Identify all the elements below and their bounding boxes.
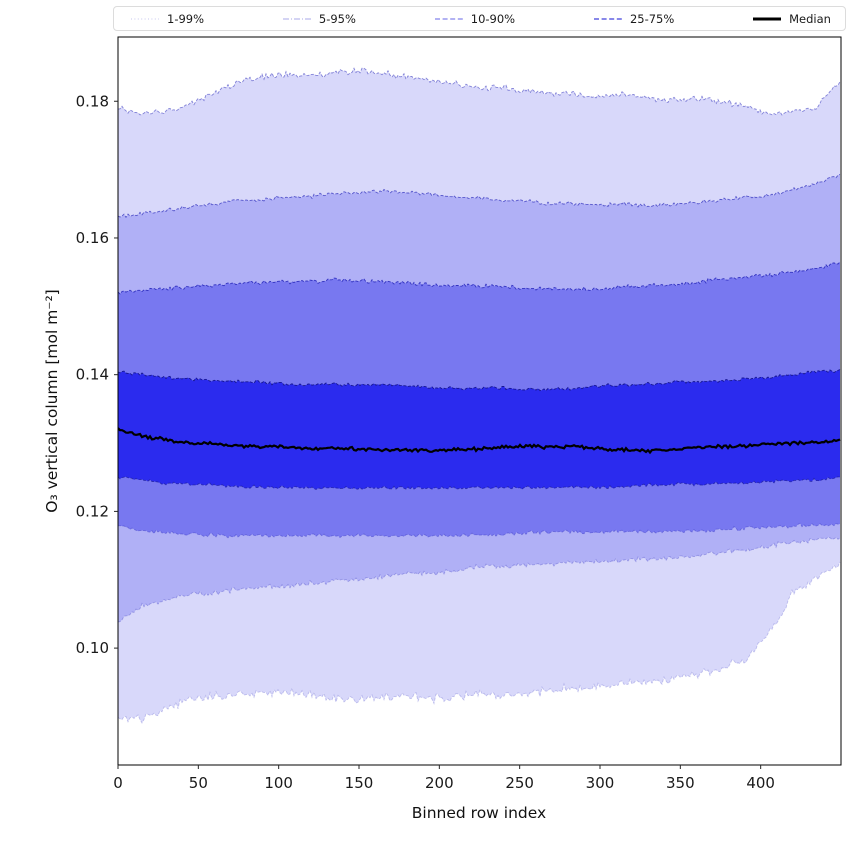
x-tick-label: 400 xyxy=(746,774,775,792)
y-tick-label: 0.16 xyxy=(76,229,109,247)
legend: 1-99% 5-95% 10-90% 25-75% Median xyxy=(113,6,846,31)
legend-entry-10-90%: 10-90% xyxy=(434,12,515,26)
bands-group xyxy=(118,67,841,724)
percentile-line-p75 xyxy=(118,369,841,392)
legend-line-sample xyxy=(282,17,311,20)
x-tick-label: 100 xyxy=(264,774,293,792)
band-25-75%-fill xyxy=(118,369,840,490)
percentile-line-p5 xyxy=(118,536,841,623)
legend-label: 5-95% xyxy=(318,11,356,26)
x-tick-label: 0 xyxy=(113,774,123,792)
x-tick-label: 150 xyxy=(345,774,374,792)
legend-entry-median: Median xyxy=(752,12,831,26)
x-tick-label: 350 xyxy=(666,774,695,792)
x-tick-label: 250 xyxy=(505,774,534,792)
legend-line-sample xyxy=(131,17,159,20)
percentile-line-p25 xyxy=(118,476,841,491)
y-tick-label: 0.14 xyxy=(76,366,109,384)
percentile-line-p10 xyxy=(118,522,841,539)
x-tick-label: 200 xyxy=(425,774,454,792)
percentile-line-p1 xyxy=(118,561,841,724)
legend-label: 1-99% xyxy=(167,11,205,26)
x-tick-label: 300 xyxy=(586,774,615,792)
y-axis-label: O₃ vertical column [mol m⁻²] xyxy=(43,289,61,512)
legend-entry-1-99%: 1-99% xyxy=(130,12,204,26)
legend-label: Median xyxy=(789,11,831,26)
y-tick-label: 0.10 xyxy=(76,639,109,657)
y-tick-label: 0.18 xyxy=(76,92,109,110)
plot-spines xyxy=(117,36,842,766)
legend-line-sample xyxy=(593,17,622,20)
legend-line-sample xyxy=(434,17,463,20)
median-line xyxy=(118,427,841,455)
legend-line-sample xyxy=(753,17,782,20)
percentile-line-p99 xyxy=(118,67,841,116)
y-tick-label: 0.12 xyxy=(76,502,109,520)
legend-label: 25-75% xyxy=(629,11,675,26)
legend-entry-25-75%: 25-75% xyxy=(593,12,674,26)
legend-entry-5-95%: 5-95% xyxy=(282,12,356,26)
x-axis-label: Binned row index xyxy=(412,804,546,822)
x-tick-label: 50 xyxy=(189,774,208,792)
percentile-line-p90 xyxy=(118,261,841,295)
legend-label: 10-90% xyxy=(470,11,516,26)
percentile-line-p95 xyxy=(118,173,841,219)
plot-area: 0 50 100 150 200 250 300 350 400 0.10 0.12 0.14 0.16… xyxy=(76,36,842,792)
